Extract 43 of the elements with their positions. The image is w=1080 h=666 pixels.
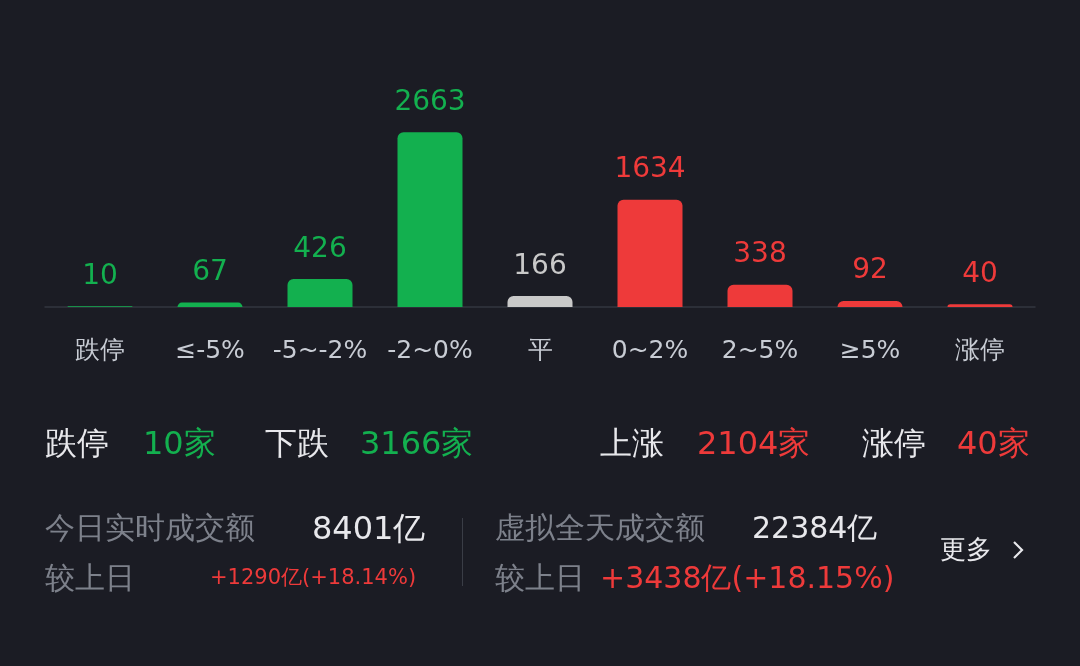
data-label: 2663 bbox=[394, 83, 466, 117]
text: 3166家 bbox=[360, 423, 474, 463]
text: 今日实时成交额 bbox=[45, 510, 255, 546]
text: 10家 bbox=[143, 423, 216, 463]
text: +3438亿(+18.15%) bbox=[600, 560, 895, 596]
bar bbox=[507, 296, 573, 307]
data-label: 92 bbox=[852, 252, 888, 286]
x-tick-label: -5~-2% bbox=[272, 335, 368, 364]
data-label: 426 bbox=[293, 230, 347, 264]
bar bbox=[617, 199, 683, 307]
text: 40家 bbox=[957, 423, 1030, 463]
text: 8401亿 bbox=[312, 508, 426, 548]
text: 较上日 bbox=[45, 560, 135, 596]
data-label: 10 bbox=[82, 257, 118, 291]
text: 2104家 bbox=[697, 423, 811, 463]
x-tick-label: ≤-5% bbox=[175, 335, 245, 364]
x-tick-label: ≥5% bbox=[839, 335, 901, 364]
bar bbox=[177, 302, 243, 307]
x-tick-label: 跌停 bbox=[75, 335, 125, 364]
data-label: 166 bbox=[513, 247, 567, 281]
text: 跌停 bbox=[45, 423, 109, 463]
text: 更多 bbox=[940, 534, 992, 566]
text: 虚拟全天成交额 bbox=[495, 510, 705, 546]
bar bbox=[837, 300, 903, 307]
x-tick-label: 平 bbox=[527, 335, 553, 364]
bar bbox=[287, 279, 353, 307]
bar bbox=[727, 284, 793, 307]
x-tick-label: 0~2% bbox=[611, 335, 689, 364]
x-tick-label: 涨停 bbox=[955, 335, 1005, 364]
text: 下跌 bbox=[265, 423, 329, 463]
data-label: 67 bbox=[192, 254, 228, 288]
data-label: 1634 bbox=[614, 151, 686, 185]
x-tick-label: -2~0% bbox=[387, 335, 473, 364]
bar bbox=[947, 304, 1013, 307]
data-label: 338 bbox=[733, 236, 787, 270]
text: 上涨 bbox=[600, 423, 664, 463]
bar bbox=[397, 132, 463, 307]
data-label: 40 bbox=[962, 255, 998, 289]
text: 涨停 bbox=[862, 423, 926, 463]
text: 较上日 bbox=[495, 560, 585, 596]
text: 22384亿 bbox=[752, 510, 878, 546]
text: +1290亿(+18.14%) bbox=[210, 565, 417, 591]
x-tick-label: 2~5% bbox=[721, 335, 799, 364]
